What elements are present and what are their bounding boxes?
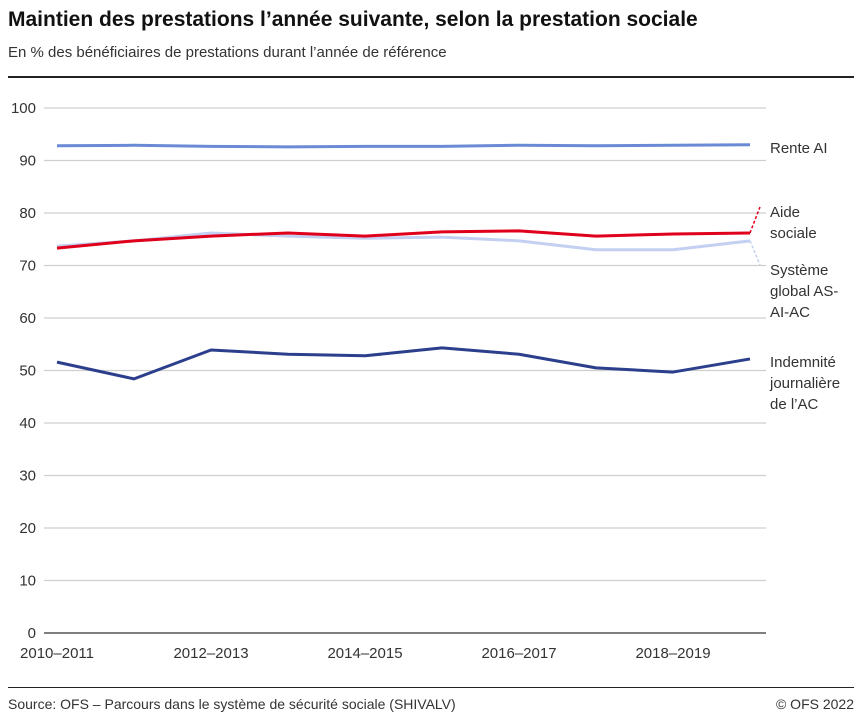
chart-title: Maintien des prestations l’année suivant… xyxy=(8,8,698,31)
series-line-3 xyxy=(56,346,751,381)
y-tick-label: 0 xyxy=(28,625,36,642)
chart-subtitle: En % des bénéficiaires de prestations du… xyxy=(8,44,447,61)
x-tick-label: 2014–2015 xyxy=(327,645,402,662)
x-tick-label: 2010–2011 xyxy=(20,645,94,662)
y-tick-label: 100 xyxy=(11,100,36,117)
label-leader xyxy=(749,240,761,266)
series-label: sociale xyxy=(770,225,817,242)
x-tick-label: 2012–2013 xyxy=(173,645,248,662)
y-tick-label: 30 xyxy=(19,468,36,485)
series-line-0 xyxy=(56,143,751,149)
series-label: journalière xyxy=(769,375,840,392)
series-label: de l’AC xyxy=(770,396,819,413)
y-tick-label: 10 xyxy=(19,573,36,590)
y-tick-label: 40 xyxy=(19,415,36,432)
bottom-divider xyxy=(8,687,854,688)
y-tick-label: 20 xyxy=(19,520,36,537)
label-leader xyxy=(749,206,761,234)
x-tick-label: 2018–2019 xyxy=(635,645,710,662)
x-tick-label: 2016–2017 xyxy=(481,645,556,662)
series-label: Aide xyxy=(770,204,800,221)
series-label: Rente AI xyxy=(770,140,828,157)
y-tick-label: 50 xyxy=(19,363,36,380)
y-tick-label: 90 xyxy=(19,153,36,170)
source-note: Source: OFS – Parcours dans le système d… xyxy=(8,696,456,712)
series-label: AI-AC xyxy=(770,304,810,321)
top-divider xyxy=(8,76,854,78)
copyright: © OFS 2022 xyxy=(775,696,854,712)
y-tick-label: 70 xyxy=(19,258,36,275)
y-tick-label: 60 xyxy=(19,310,36,327)
line-chart: 0 10 20 30 40 50 60 70 80 90 100 2010–2011 2012–2013… xyxy=(11,100,840,662)
series-line-2 xyxy=(56,231,751,252)
series-label: global AS- xyxy=(770,283,838,300)
series-line-1 xyxy=(56,229,751,250)
y-tick-label: 80 xyxy=(19,205,36,222)
series-label: Indemnité xyxy=(770,354,836,371)
series-label: Système xyxy=(770,262,828,279)
